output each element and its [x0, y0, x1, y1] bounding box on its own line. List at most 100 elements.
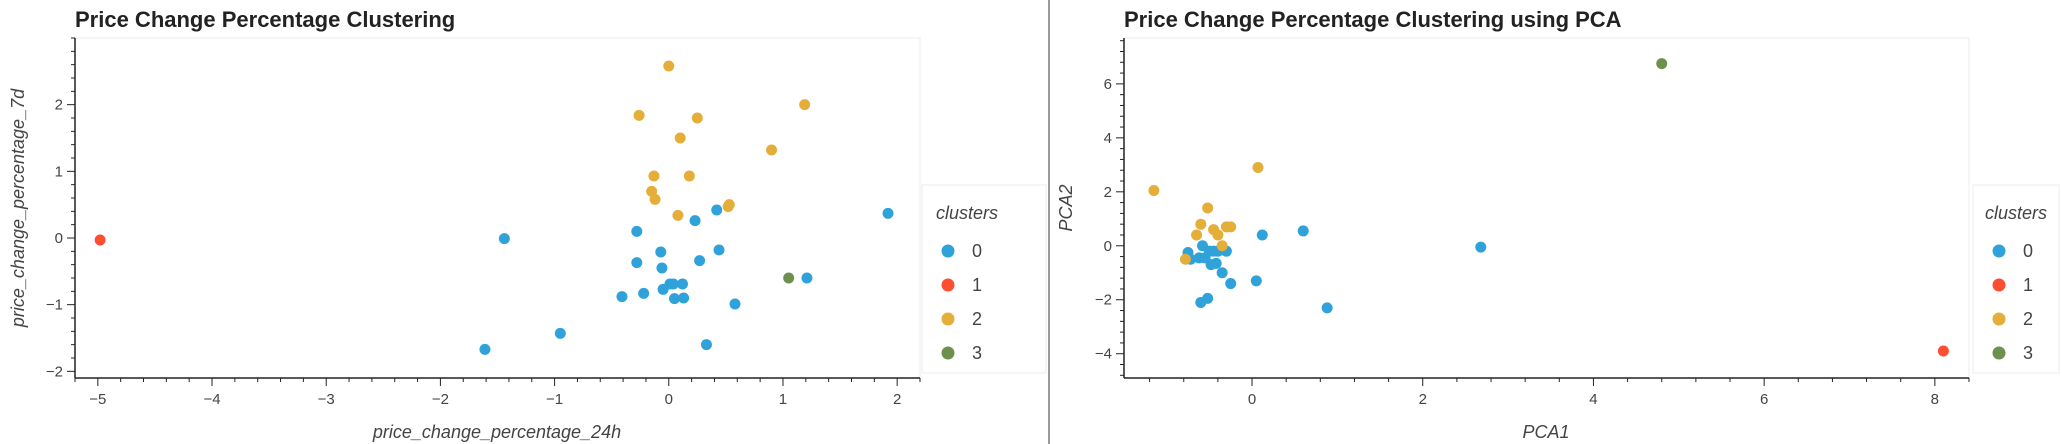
- x-tick-label: −2: [432, 391, 449, 408]
- y-tick-label: 4: [1104, 130, 1112, 147]
- data-point-cluster-0: [729, 298, 741, 310]
- data-point-cluster-0: [631, 257, 643, 269]
- y-tick-label: 2: [55, 97, 63, 114]
- legend-label: 0: [972, 241, 982, 261]
- x-tick-label: −5: [89, 391, 106, 408]
- x-tick-label: −3: [318, 391, 335, 408]
- y-tick-label: −2: [46, 363, 63, 380]
- data-point-cluster-2: [683, 170, 695, 182]
- y-tick-label: −2: [1095, 292, 1112, 309]
- legend-label: 0: [2023, 241, 2033, 261]
- data-point-cluster-2: [799, 99, 811, 111]
- data-point-cluster-2: [1202, 202, 1214, 214]
- data-point-cluster-0: [1210, 257, 1222, 269]
- data-point-cluster-0: [678, 292, 690, 304]
- legend-marker: [1992, 278, 2006, 292]
- data-point-cluster-0: [638, 287, 650, 299]
- x-axis-label: PCA1: [1522, 422, 1569, 442]
- legend-marker: [941, 244, 955, 258]
- data-point-cluster-2: [691, 112, 703, 124]
- y-axis-label: PCA2: [1056, 184, 1076, 231]
- data-point-cluster-0: [1297, 225, 1309, 237]
- x-tick-label: −4: [203, 391, 220, 408]
- y-tick-label: 6: [1104, 76, 1112, 93]
- data-point-cluster-2: [663, 60, 675, 72]
- y-tick-label: −1: [46, 297, 63, 314]
- x-tick-label: 0: [665, 391, 673, 408]
- legend-marker: [1992, 346, 2006, 360]
- data-point-cluster-1: [94, 234, 106, 246]
- y-tick-label: 0: [1104, 238, 1112, 255]
- legend-marker: [941, 346, 955, 360]
- data-point-cluster-0: [700, 339, 712, 351]
- data-point-cluster-0: [882, 207, 894, 219]
- x-tick-label: 1: [779, 391, 787, 408]
- panel-divider: [1048, 0, 1050, 444]
- scatter-chart-price-change: Price Change Percentage Clustering −2 −1 0…: [8, 7, 1047, 442]
- data-point-cluster-1: [1937, 345, 1949, 357]
- data-point-cluster-0: [1321, 302, 1333, 314]
- data-point-cluster-0: [1475, 241, 1487, 253]
- data-point-cluster-3: [783, 272, 795, 284]
- legend: clusters 0 1 2 3: [1972, 184, 2060, 374]
- scatter-chart-pca: Price Change Percentage Clustering using…: [1056, 7, 2060, 442]
- data-point-cluster-2: [723, 199, 735, 211]
- data-point-cluster-0: [1202, 292, 1214, 304]
- data-point-cluster-2: [766, 144, 778, 156]
- data-point-cluster-2: [1148, 184, 1160, 196]
- y-ticks: −2 −1 0 1 2: [46, 37, 75, 380]
- legend-box: [1972, 184, 2060, 374]
- plot-frame: [1123, 37, 1970, 379]
- data-point-cluster-0: [1225, 278, 1237, 290]
- data-point-cluster-0: [694, 255, 706, 267]
- data-point-cluster-0: [1216, 267, 1228, 279]
- data-point-cluster-2: [1225, 221, 1237, 233]
- data-point-cluster-0: [713, 244, 725, 256]
- data-point-cluster-2: [1191, 229, 1203, 241]
- data-point-cluster-0: [711, 204, 723, 216]
- data-point-cluster-2: [649, 193, 661, 205]
- data-point-cluster-2: [1195, 218, 1207, 230]
- legend-label: 3: [972, 343, 982, 363]
- scatter-points: [94, 60, 894, 355]
- y-ticks: −4 −2 0 2 4 6: [1095, 40, 1124, 376]
- data-point-cluster-3: [1656, 58, 1668, 70]
- legend-marker: [941, 278, 955, 292]
- x-ticks: −5 −4 −3 −2 −1 0 1 2: [74, 378, 921, 408]
- plot-frame: [74, 37, 921, 379]
- data-point-cluster-0: [1256, 229, 1268, 241]
- legend-label: 2: [2023, 309, 2033, 329]
- data-point-cluster-0: [1250, 275, 1262, 287]
- data-point-cluster-0: [656, 262, 668, 274]
- y-axis-label: price_change_percentage_7d: [8, 88, 28, 328]
- legend-marker: [1992, 244, 2006, 258]
- x-tick-label: 4: [1589, 391, 1597, 408]
- data-point-cluster-0: [668, 293, 680, 305]
- chart-panel-pca: Price Change Percentage Clustering using…: [1051, 0, 2062, 444]
- x-tick-label: −1: [546, 391, 563, 408]
- x-tick-label: 2: [1419, 391, 1427, 408]
- legend-label: 2: [972, 309, 982, 329]
- legend-marker: [941, 312, 955, 326]
- y-tick-label: 1: [55, 163, 63, 180]
- legend-label: 3: [2023, 343, 2033, 363]
- data-point-cluster-2: [1216, 240, 1228, 252]
- data-point-cluster-0: [554, 327, 566, 339]
- legend-box: [921, 184, 1047, 374]
- data-point-cluster-0: [479, 343, 491, 355]
- data-point-cluster-2: [633, 109, 645, 121]
- y-tick-label: 2: [1104, 184, 1112, 201]
- data-point-cluster-0: [667, 278, 679, 290]
- data-point-cluster-0: [631, 225, 643, 237]
- data-point-cluster-2: [672, 209, 684, 221]
- x-tick-label: 0: [1248, 391, 1256, 408]
- legend-marker: [1992, 312, 2006, 326]
- data-point-cluster-2: [674, 132, 686, 144]
- scatter-points: [1148, 58, 1949, 357]
- data-point-cluster-2: [1252, 162, 1264, 174]
- data-point-cluster-0: [676, 278, 688, 290]
- legend-title: clusters: [1985, 203, 2047, 223]
- data-point-cluster-0: [655, 246, 667, 258]
- data-point-cluster-2: [1179, 253, 1191, 265]
- legend-title: clusters: [936, 203, 998, 223]
